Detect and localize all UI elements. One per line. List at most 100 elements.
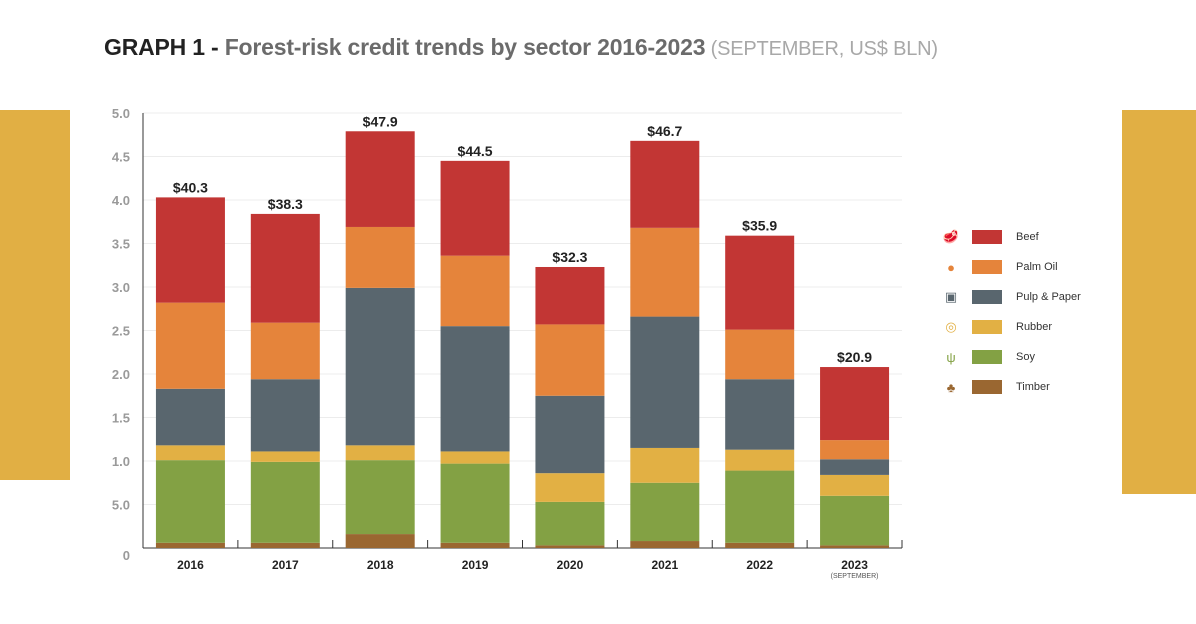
bar-segment-timber <box>155 542 225 548</box>
bar-segment-soy <box>155 460 225 543</box>
bar-segment-rubber <box>725 449 795 471</box>
bar-total-label: $44.5 <box>458 143 493 159</box>
legend-label: Palm Oil <box>1016 261 1058 273</box>
legend-label: Timber <box>1016 381 1050 393</box>
bar-segment-pulp-paper <box>535 395 605 474</box>
chart-title-prefix: GRAPH 1 - <box>104 34 225 60</box>
bar-segment-rubber <box>345 445 415 461</box>
bar-segment-pulp-paper <box>630 316 700 448</box>
steak-icon: 🥩 <box>942 229 960 244</box>
decorative-band-left <box>0 110 70 480</box>
legend-swatch <box>972 380 1002 394</box>
bar-total-label: $20.9 <box>837 349 872 365</box>
bar-segment-beef <box>820 367 890 441</box>
legend-item: ◎ Rubber <box>940 312 1081 342</box>
legend-item: ● Palm Oil <box>940 252 1081 282</box>
bar-segment-rubber <box>250 451 320 462</box>
bar-segment-palm-oil <box>630 227 700 317</box>
bar-segment-pulp-paper <box>440 326 510 452</box>
bar-segment-timber <box>250 542 320 548</box>
bar-total-label: $46.7 <box>647 123 682 139</box>
bar-segment-rubber <box>155 445 225 461</box>
chart-title-suffix: (SEPTEMBER, US$ BLN) <box>705 38 938 60</box>
bar-segment-beef <box>345 131 415 227</box>
legend-swatch <box>972 290 1002 304</box>
bar-segment-pulp-paper <box>725 379 795 450</box>
y-tick-label: 3.0 <box>112 280 130 295</box>
bar-segment-rubber <box>535 473 605 502</box>
bar-segment-pulp-paper <box>155 388 225 446</box>
legend-label: Beef <box>1016 231 1039 243</box>
legend-label: Soy <box>1016 351 1035 363</box>
legend-label: Rubber <box>1016 321 1053 333</box>
legend-swatch <box>972 320 1002 334</box>
bar-segment-palm-oil <box>535 324 605 396</box>
box-icon: ▣ <box>944 289 958 304</box>
bar-segment-soy <box>345 460 415 535</box>
chart-title: GRAPH 1 - Forest-risk credit trends by s… <box>104 34 938 61</box>
x-tick-label: 2022 <box>746 558 773 572</box>
legend: 🥩 Beef ● Palm Oil ▣ Pulp & Paper ◎ Rubber ψ Soy ♣ T… <box>940 222 1081 402</box>
bar-segment-beef <box>630 140 700 228</box>
bar-total-label: $35.9 <box>742 218 777 234</box>
bar-segment-palm-oil <box>155 302 225 389</box>
legend-swatch <box>972 260 1002 274</box>
x-tick-sublabel: (SEPTEMBER) <box>831 573 879 580</box>
x-tick-label: 2021 <box>651 558 678 572</box>
bar-segment-palm-oil <box>440 255 510 327</box>
soy-plant-icon: ψ <box>946 349 956 365</box>
legend-item: 🥩 Beef <box>940 222 1081 252</box>
bar-total-label: $38.3 <box>268 196 303 212</box>
y-tick-label: 2.5 <box>112 324 130 339</box>
bar-segment-soy <box>630 482 700 542</box>
bar-segment-soy <box>535 501 605 546</box>
bar-segment-rubber <box>440 451 510 464</box>
y-tick-label: 4.0 <box>112 193 130 208</box>
bar-segment-timber <box>535 545 605 548</box>
decorative-band-right <box>1122 110 1196 494</box>
bar-segment-soy <box>820 495 890 546</box>
legend-swatch <box>972 350 1002 364</box>
palm-fruit-icon: ● <box>947 259 955 275</box>
y-tick-label: 1.0 <box>112 454 130 469</box>
bar-total-label: $40.3 <box>173 179 208 195</box>
bar-segment-soy <box>725 470 795 543</box>
tree-stump-icon: ♣ <box>946 379 956 395</box>
y-tick-label: 5.0 <box>112 498 130 513</box>
bar-segment-soy <box>250 461 320 543</box>
x-tick-label: 2023 <box>841 558 868 572</box>
legend-item: ♣ Timber <box>940 372 1081 402</box>
bar-segment-rubber <box>630 447 700 483</box>
bar-segment-palm-oil <box>820 440 890 460</box>
bar-segment-beef <box>155 197 225 303</box>
tire-icon: ◎ <box>945 319 957 334</box>
x-tick-label: 2019 <box>462 558 489 572</box>
x-tick-label: 2017 <box>272 558 299 572</box>
legend-swatch <box>972 230 1002 244</box>
bar-segment-palm-oil <box>725 329 795 380</box>
y-tick-label: 0 <box>123 548 130 563</box>
bar-segment-timber <box>630 541 700 548</box>
bar-segment-palm-oil <box>345 226 415 288</box>
y-tick-label: 1.5 <box>112 411 130 426</box>
bar-segment-pulp-paper <box>820 459 890 475</box>
bar-segment-beef <box>250 213 320 323</box>
bar-segment-soy <box>440 463 510 543</box>
bar-total-label: $47.9 <box>363 113 398 129</box>
y-tick-label: 4.5 <box>112 150 130 165</box>
bar-segment-timber <box>820 545 890 548</box>
y-tick-label: 2.0 <box>112 367 130 382</box>
bar-segment-timber <box>725 542 795 548</box>
bar-segment-beef <box>440 160 510 256</box>
bar-segment-palm-oil <box>250 322 320 380</box>
bar-segment-pulp-paper <box>345 287 415 446</box>
legend-label: Pulp & Paper <box>1016 291 1081 303</box>
y-tick-label: 5.0 <box>112 106 130 121</box>
bar-segment-beef <box>535 266 605 325</box>
x-tick-label: 2020 <box>557 558 584 572</box>
bar-segment-rubber <box>820 474 890 496</box>
legend-item: ▣ Pulp & Paper <box>940 282 1081 312</box>
x-tick-label: 2018 <box>367 558 394 572</box>
bar-segment-timber <box>440 542 510 548</box>
